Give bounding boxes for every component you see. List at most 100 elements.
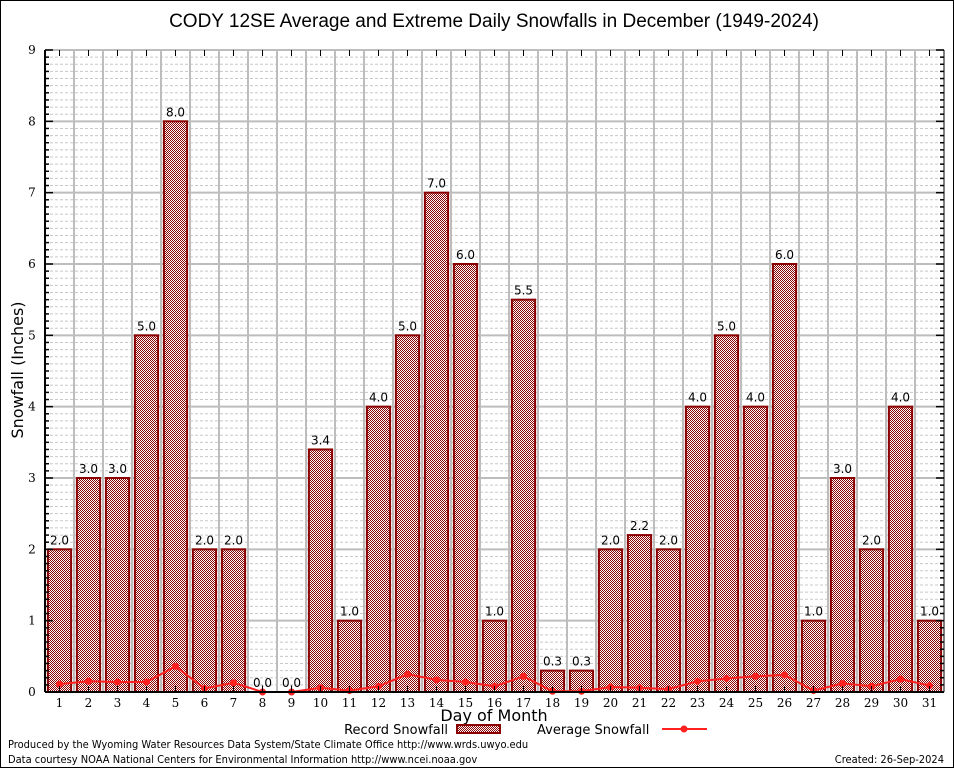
average-point-day-2 — [85, 677, 92, 685]
x-tick-label: 13 — [400, 696, 415, 710]
bar-day-31 — [916, 619, 943, 694]
bar-label-day-18: 0.3 — [543, 655, 562, 669]
bar-label-day-2: 3.0 — [79, 462, 98, 476]
bar-label-day-29: 2.0 — [862, 533, 881, 547]
x-tick-label: 10 — [313, 696, 328, 710]
y-tick-label: 4 — [28, 400, 36, 414]
average-point-day-31 — [926, 682, 933, 690]
legend-label-average: Average Snowfall — [537, 723, 649, 738]
bar-label-day-31: 1.0 — [920, 605, 939, 619]
bar-label-day-11: 1.0 — [340, 605, 359, 619]
x-tick-label: 15 — [458, 696, 473, 710]
average-point-day-26 — [781, 671, 788, 679]
y-tick-label: 5 — [28, 328, 36, 342]
x-tick-label: 16 — [487, 696, 502, 710]
bar-label-day-17: 5.5 — [514, 284, 533, 298]
x-tick-label: 2 — [85, 696, 93, 710]
footer-created: Created: 26-Sep-2024 — [835, 753, 944, 766]
y-tick-label: 6 — [28, 257, 36, 271]
average-point-day-5 — [172, 662, 179, 670]
bar-day-5 — [162, 120, 189, 694]
y-tick-label: 3 — [28, 471, 36, 485]
x-tick-label: 29 — [864, 696, 879, 710]
legend-label-record: Record Snowfall — [344, 723, 448, 738]
average-point-day-13 — [404, 670, 411, 678]
x-tick-label: 14 — [429, 696, 445, 710]
x-tick-label: 23 — [690, 696, 705, 710]
bar-day-14 — [423, 191, 450, 694]
bar-day-22 — [655, 548, 682, 693]
average-point-day-23 — [694, 677, 701, 685]
x-tick-label: 31 — [922, 696, 937, 710]
x-tick-label: 21 — [632, 696, 647, 710]
bar-day-15 — [452, 263, 479, 693]
x-tick-label: 17 — [516, 696, 531, 710]
average-point-day-14 — [433, 676, 440, 684]
average-point-day-28 — [839, 679, 846, 687]
bar-label-day-6: 2.0 — [195, 533, 214, 547]
legend-marker-average — [680, 725, 688, 733]
bar-label-day-24: 5.0 — [717, 319, 736, 333]
bar-day-21 — [626, 534, 653, 693]
bar-day-4 — [133, 334, 160, 693]
x-tick-label: 27 — [806, 696, 821, 710]
x-tick-label: 12 — [371, 696, 386, 710]
bar-day-3 — [104, 477, 131, 693]
average-point-day-3 — [114, 678, 121, 686]
x-tick-label: 9 — [288, 696, 296, 710]
y-tick-label: 9 — [28, 43, 36, 57]
chart-title: CODY 12SE Average and Extreme Daily Snow… — [169, 11, 819, 32]
footer-data-courtesy: Data courtesy NOAA National Centers for … — [8, 753, 477, 766]
bar-label-day-19: 0.3 — [572, 655, 591, 669]
bar-label-day-1: 2.0 — [50, 533, 69, 547]
bar-day-29 — [858, 548, 885, 693]
bar-label-day-13: 5.0 — [398, 319, 417, 333]
bar-label-day-10: 3.4 — [311, 433, 330, 447]
y-tick-label: 7 — [28, 186, 36, 200]
x-tick-label: 7 — [230, 696, 238, 710]
bar-label-day-26: 6.0 — [775, 248, 794, 262]
average-point-day-1 — [56, 680, 63, 688]
bar-day-11 — [336, 619, 363, 694]
bar-day-17 — [510, 298, 537, 693]
x-tick-label: 5 — [172, 696, 180, 710]
x-tick-label: 20 — [603, 696, 618, 710]
legend: Record Snowfall Average Snowfall — [344, 723, 707, 738]
bar-label-day-23: 4.0 — [688, 391, 707, 405]
bar-label-day-8: 0.0 — [253, 676, 272, 690]
record-bars — [46, 120, 943, 694]
bar-label-day-7: 2.0 — [224, 533, 243, 547]
x-tick-label: 28 — [835, 696, 850, 710]
x-tick-label: 11 — [342, 696, 357, 710]
bar-label-day-28: 3.0 — [833, 462, 852, 476]
average-point-day-4 — [143, 678, 150, 686]
bar-day-26 — [771, 263, 798, 693]
x-tick-label: 6 — [201, 696, 209, 710]
bar-label-day-25: 4.0 — [746, 391, 765, 405]
bar-label-day-9: 0.0 — [282, 676, 301, 690]
x-tick-label: 19 — [574, 696, 589, 710]
bar-day-6 — [191, 548, 218, 693]
x-tick-label: 18 — [545, 696, 560, 710]
x-tick-labels: 1 2 3 4 5 6 7 8 9 10 11 12 13 14 15 16 17 18 19 20 21 22 23 24 2… — [56, 696, 937, 710]
y-tick-label: 2 — [28, 542, 36, 556]
x-tick-label: 26 — [777, 696, 792, 710]
bar-label-day-16: 1.0 — [485, 605, 504, 619]
average-point-day-25 — [752, 672, 759, 680]
bar-day-12 — [365, 405, 392, 693]
bar-label-day-3: 3.0 — [108, 462, 127, 476]
bar-day-27 — [800, 619, 827, 694]
bar-day-30 — [887, 405, 914, 693]
y-axis-label: Snowfall (Inches) — [8, 301, 27, 438]
x-tick-label: 3 — [114, 696, 122, 710]
x-tick-label: 8 — [259, 696, 267, 710]
legend-swatch-record — [456, 724, 501, 734]
x-tick-label: 24 — [719, 696, 735, 710]
bar-day-16 — [481, 619, 508, 694]
y-tick-label: 8 — [28, 114, 36, 128]
y-tick-label: 0 — [28, 685, 36, 699]
axes — [44, 49, 945, 693]
average-point-day-7 — [230, 679, 237, 687]
x-tick-label: 22 — [661, 696, 676, 710]
